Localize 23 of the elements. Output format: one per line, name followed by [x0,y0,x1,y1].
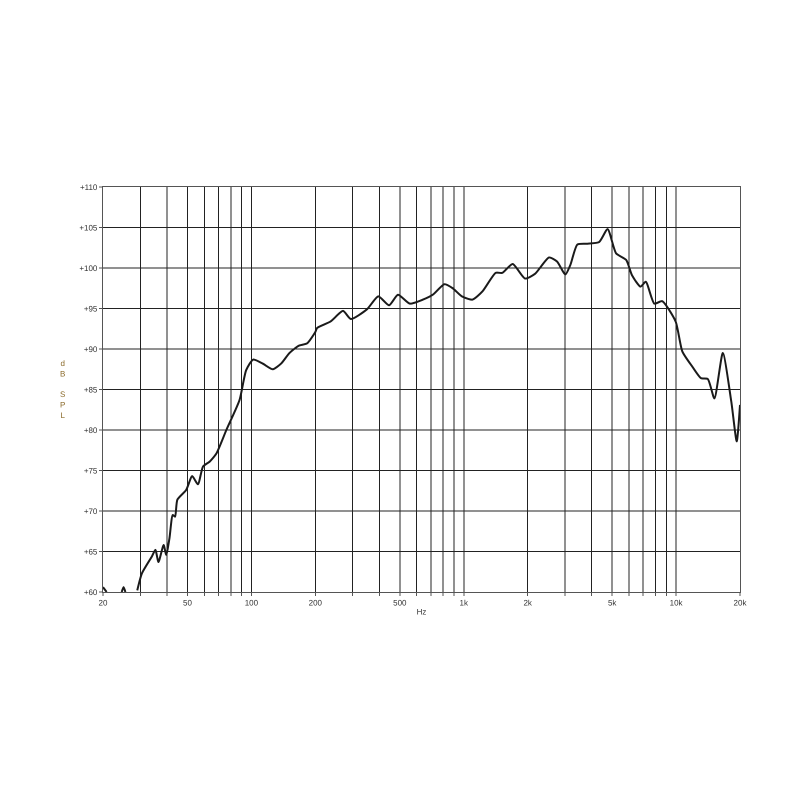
x-tick-label: 1k [460,598,469,608]
x-tick-label: 20k [734,598,748,608]
x-tick-label: 500 [393,598,408,608]
x-tick-label: 2k [523,598,533,608]
y-tick-label: +90 [84,344,98,354]
y-tick-label: +110 [80,182,98,192]
x-tick-label: 20 [98,598,108,608]
y-tick-label: +80 [84,426,98,435]
y-tick-label: +85 [84,385,98,394]
y-tick-label: +60 [84,588,98,597]
y-tick-label: +75 [84,466,98,476]
x-tick-label: 10k [670,598,684,608]
text: dB SPL [60,359,66,420]
y-tick-label: +65 [84,547,98,556]
x-tick-label: 5k [608,598,618,608]
y-tick-label: +70 [84,506,98,516]
x-tick-label: 200 [308,598,323,608]
x-tick-label: 100 [244,598,259,608]
y-tick-label: +95 [84,304,98,314]
x-axis-title: Hz [416,608,426,617]
x-tick-label: 50 [183,598,192,608]
y-tick-label: +100 [79,264,98,273]
y-tick-label: +105 [79,223,98,232]
